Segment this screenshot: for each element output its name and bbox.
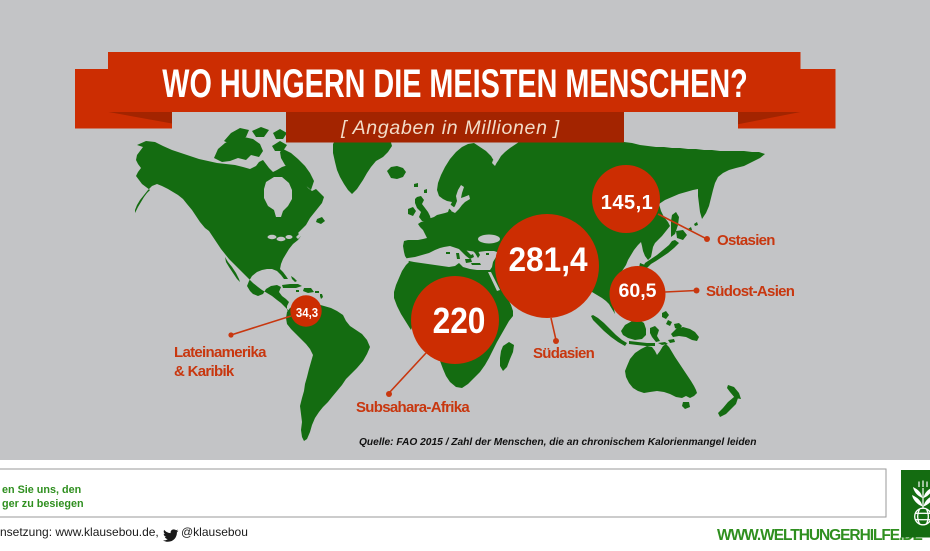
svg-text:nsetzung: www.klausebou.de,: nsetzung: www.klausebou.de, (0, 525, 159, 539)
svg-text:ger zu besiegen: ger zu besiegen (2, 498, 84, 510)
svg-text:Ostasien: Ostasien (717, 232, 775, 249)
svg-text:Südasien: Südasien (533, 345, 595, 362)
svg-text:@klausebou: @klausebou (181, 525, 248, 539)
svg-text:Quelle: FAO 2015 / Zahl der Me: Quelle: FAO 2015 / Zahl der Menschen, di… (359, 437, 756, 448)
svg-text:281,4: 281,4 (508, 240, 588, 278)
svg-text:60,5: 60,5 (619, 280, 657, 302)
svg-text:Subsahara-Afrika: Subsahara-Afrika (356, 399, 470, 416)
svg-text:WWW.WELTHUNGERHILFE.DE: WWW.WELTHUNGERHILFE.DE (717, 527, 922, 544)
svg-text:220: 220 (433, 301, 486, 341)
svg-text:145,1: 145,1 (601, 192, 654, 214)
svg-text:& Karibik: & Karibik (174, 363, 235, 380)
svg-text:34,3: 34,3 (296, 305, 318, 320)
svg-text:en Sie uns, den: en Sie uns, den (2, 484, 81, 496)
svg-text:[ Angaben in Millionen ]: [ Angaben in Millionen ] (340, 117, 560, 139)
svg-text:Südost-Asien: Südost-Asien (706, 283, 795, 300)
svg-text:WO HUNGERN DIE MEISTEN MENSCHE: WO HUNGERN DIE MEISTEN MENSCHEN? (162, 61, 747, 106)
svg-text:Lateinamerika: Lateinamerika (174, 344, 267, 361)
